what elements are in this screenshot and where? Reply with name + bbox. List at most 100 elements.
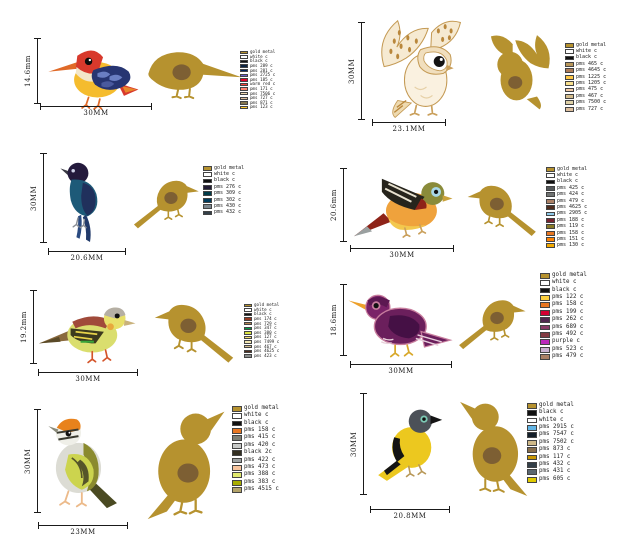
height-dimension-label: 20.6mm <box>330 189 338 221</box>
color-swatch <box>244 308 252 312</box>
color-swatch <box>240 68 248 73</box>
height-dimension: 30MM <box>24 409 42 513</box>
legend-row: pms 473 c <box>232 464 312 471</box>
color-swatch <box>203 191 212 197</box>
color-name: pms 262 c <box>552 316 584 323</box>
purple-bird-gold-silhouette <box>455 282 533 356</box>
color-swatch <box>244 321 252 326</box>
legend-row: pms 383 c <box>232 479 312 486</box>
legend-row: pms 276 c <box>203 184 273 190</box>
dimension-line <box>340 284 347 356</box>
legend-row: pms 465 c <box>565 61 635 67</box>
color-swatch <box>565 49 574 54</box>
color-name: pms 432 c <box>214 209 242 216</box>
yellow-oriole-illustration <box>368 388 448 504</box>
legend-row: pms 127 c <box>244 335 292 340</box>
color-swatch <box>244 349 252 353</box>
legend-row: pms 432 c <box>203 210 273 216</box>
legend-row: pms 119 c <box>546 224 618 230</box>
legend-row: pms 479 c <box>540 353 618 360</box>
legend-row: white c <box>565 48 635 54</box>
color-name: pms 158 c <box>552 301 584 308</box>
legend-row: pms 388 c <box>232 472 312 479</box>
color-swatch <box>232 413 242 419</box>
legend-row: pms 523 c <box>540 346 618 353</box>
legend-row: white c <box>527 417 609 424</box>
color-swatch <box>565 55 574 61</box>
color-swatch <box>565 68 574 74</box>
color-swatch <box>540 331 550 338</box>
color-name: black c <box>552 286 577 293</box>
color-name: white c <box>250 53 268 59</box>
color-name: pms 479 c <box>557 197 585 204</box>
color-name: pms 309 c <box>214 190 242 197</box>
orange-crowned-warbler-illustration <box>40 398 132 522</box>
color-swatch <box>244 335 252 340</box>
color-name: pms 117 c <box>539 453 571 460</box>
legend-row: black c <box>232 420 312 427</box>
color-name: gold metal <box>539 401 574 408</box>
color-name: pms 479 c <box>552 353 584 360</box>
legend-row: pms 7502 c <box>527 439 609 446</box>
yellow-oriole-gold-silhouette <box>450 390 534 502</box>
legend-row: pms 467 c <box>565 93 635 99</box>
color-swatch <box>546 224 555 230</box>
width-dimension-label: 30MM <box>389 251 415 259</box>
panel-blue-long-tailed-bird: 30MM 20.6MM gold metal white c black c pms … <box>28 143 290 265</box>
legend-row: pms 309 c <box>203 191 273 197</box>
blue-long-tailed-bird-gold-silhouette <box>130 157 206 241</box>
color-name: pms 347 c <box>254 325 277 331</box>
color-name: pms 4515 c <box>244 486 279 493</box>
width-dimension-label: 23.1MM <box>392 125 426 133</box>
blue-long-tailed-bird-illustration <box>46 150 126 250</box>
height-dimension-label: 14.6mm <box>24 55 32 87</box>
color-name: gold metal <box>244 404 279 411</box>
legend-row: warm red c <box>240 82 310 87</box>
color-name: pms 423 c <box>254 352 277 358</box>
legend-row: white c <box>244 307 292 313</box>
height-dimension-label: 30MM <box>350 431 358 457</box>
height-dimension-label: 30MM <box>30 185 38 211</box>
color-swatch <box>540 324 550 331</box>
panel-orange-crowned-warbler: 30MM 23MM gold metal white c black c pms 15… <box>18 393 318 545</box>
color-swatch <box>546 192 555 198</box>
color-name: pms 431 c <box>539 468 571 475</box>
width-dimension-label: 30MM <box>75 375 101 383</box>
legend-row: pms 117 c <box>527 454 609 461</box>
color-name: pms 467 c <box>576 92 604 99</box>
color-swatch <box>240 73 248 77</box>
legend-row: pms 479 c <box>546 198 618 204</box>
color-swatch <box>244 317 252 321</box>
color-swatch <box>203 204 212 209</box>
legend-row: pms 727 c <box>565 106 635 112</box>
legend-row: pms 158 c <box>546 230 618 236</box>
color-name: pms 276 c <box>214 183 242 190</box>
dimension-line <box>360 393 367 495</box>
color-swatch <box>240 96 248 100</box>
width-dimension-label: 30MM <box>83 109 109 117</box>
color-swatch <box>232 487 242 493</box>
color-name: pms 727 c <box>576 105 604 112</box>
color-name: white c <box>214 171 236 178</box>
width-dimension-label: 20.6MM <box>70 254 104 262</box>
legend-row: pms 4645 c <box>565 68 635 74</box>
legend-row: gold metal <box>203 165 273 171</box>
width-dimension: 30MM <box>350 361 452 378</box>
height-dimension: 30MM <box>30 153 48 243</box>
color-swatch <box>565 93 574 99</box>
color-swatch <box>540 294 550 301</box>
color-swatch <box>232 464 242 471</box>
color-name: pms 383 c <box>244 478 276 485</box>
legend-row: pms 432 c <box>527 461 609 468</box>
color-name: black 2c <box>244 449 272 456</box>
dimension-line <box>34 409 41 513</box>
legend-row: gold metal <box>244 302 292 308</box>
legend-row: pms 158 c <box>232 427 312 434</box>
color-swatch <box>546 198 555 204</box>
color-name: pms 425 c <box>557 184 585 191</box>
legend-row: black 2c <box>232 449 312 456</box>
color-swatch <box>546 243 555 249</box>
dimension-line <box>350 245 454 252</box>
legend-row: pms 424 c <box>546 192 618 198</box>
